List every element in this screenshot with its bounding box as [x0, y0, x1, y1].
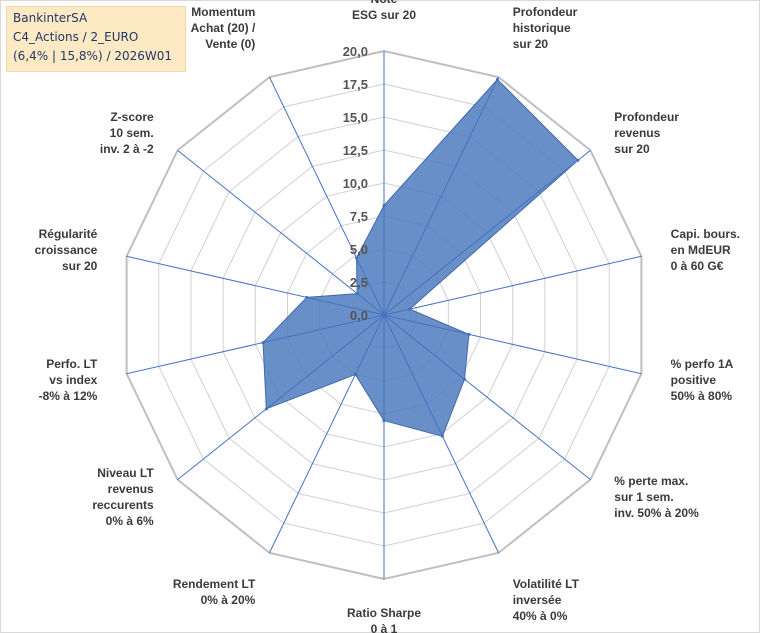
axis-spoke	[383, 314, 499, 554]
axis-label-line: Rendement LT	[173, 577, 256, 591]
tick-label: 10,0	[343, 176, 368, 191]
axis-label-line: 0% à 6%	[106, 514, 154, 528]
axis-label-line: Volatilité LT	[513, 577, 580, 591]
axis-label-line: -8% à 12%	[39, 389, 98, 403]
axis-spoke	[177, 150, 385, 316]
axis-label-line: reccurents	[92, 498, 154, 512]
axis-label-line: positive	[671, 373, 717, 387]
tick-label: 17,5	[343, 77, 368, 92]
axis-label: Perfo. LT vs index -8% à 12%	[39, 357, 98, 403]
axis-label-line: Vente (0)	[205, 37, 255, 51]
chart-title-box: BankinterSA C4_Actions / 2_EURO (6,4% | …	[6, 6, 186, 72]
title-period: (6,4% | 15,8%) / 2026W01	[13, 49, 172, 63]
series-area	[262, 78, 579, 437]
axis-label-line: sur 1 sem.	[614, 490, 673, 504]
tick-label: 2,5	[350, 275, 368, 290]
axis-label: Niveau LT revenus reccurents 0% à 6%	[92, 466, 154, 528]
title-company: BankinterSA	[13, 11, 88, 25]
axis-label-line: Profondeur	[513, 5, 578, 19]
axis-label: Profondeur historique sur 20	[513, 5, 578, 51]
tick-labels: 0,0 2,5 5,0 7,5 10,0 12,5 15,0 17,5 20,0	[343, 44, 368, 323]
tick-label: 20,0	[343, 44, 368, 59]
axis-label-line: % perfo 1A	[671, 357, 734, 371]
tick-label: 12,5	[343, 143, 368, 158]
axis-label-line: 10 sem.	[110, 126, 154, 140]
axis-label-line: inv. 50% à 20%	[614, 506, 699, 520]
axis-label-line: ESG sur 20	[352, 8, 416, 22]
axis-spoke	[269, 314, 385, 554]
axis-label-line: en MdEUR	[671, 243, 731, 257]
axis-label-line: Achat (20) /	[191, 21, 256, 35]
axis-label-line: Capi. bours.	[671, 227, 740, 241]
axis-spoke	[383, 76, 499, 316]
axis-label-line: inversée	[513, 593, 562, 607]
axis-label-line: sur 20	[513, 37, 549, 51]
axis-label-line: vs index	[49, 373, 97, 387]
axis-label-line: sur 20	[62, 259, 98, 273]
axis-label-line: Profondeur	[614, 110, 679, 124]
axis-spoke	[383, 255, 642, 316]
axis-spoke	[177, 314, 385, 480]
axis-label-line: Note	[371, 0, 398, 6]
axis-label-line: croissance	[35, 243, 98, 257]
axis-label: Z-score 10 sem. inv. 2 à -2	[100, 110, 154, 156]
axis-label: Capi. bours. en MdEUR 0 à 60 G€	[671, 227, 740, 273]
axis-label-line: % perte max.	[614, 474, 688, 488]
axis-label-line: Ratio Sharpe	[347, 606, 421, 620]
axis-spoke	[269, 76, 385, 316]
axis-label: Ratio Sharpe 0 à 1	[347, 606, 421, 633]
axis-label-line: inv. 2 à -2	[100, 142, 154, 156]
axis-label: Profondeur revenus sur 20	[614, 110, 679, 156]
axis-label-line: Perfo. LT	[46, 357, 98, 371]
axis-labels: Note ESG sur 20 Profondeur historique sur 20…	[35, 0, 740, 633]
axis-spoke	[126, 314, 385, 375]
axis-label-line: Régularité	[39, 227, 98, 241]
axis-label: % perte max. sur 1 sem. inv. 50% à 20%	[614, 474, 699, 520]
axis-label-line: historique	[513, 21, 571, 35]
axis-label-line: 0 à 1	[371, 622, 398, 633]
tick-label: 5,0	[350, 242, 368, 257]
axis-label-line: revenus	[108, 482, 154, 496]
axis-label-line: Z-score	[110, 110, 154, 124]
tick-label: 7,5	[350, 209, 368, 224]
axis-label-line: 0% à 20%	[201, 593, 256, 607]
title-category: C4_Actions / 2_EURO	[13, 30, 139, 44]
axis-label: Régularité croissance sur 20	[35, 227, 98, 273]
axis-label: Note ESG sur 20	[352, 0, 416, 22]
axis-label: Rendement LT 0% à 20%	[173, 577, 256, 607]
axis-label-line: Niveau LT	[97, 466, 154, 480]
axis-label-line: sur 20	[614, 142, 650, 156]
tick-label: 15,0	[343, 110, 368, 125]
axis-spoke	[383, 150, 591, 316]
axis-label: % perfo 1A positive 50% à 80%	[671, 357, 734, 403]
axis-spoke	[383, 314, 591, 480]
axis-label: Volatilité LT inversée 40% à 0%	[513, 577, 580, 623]
tick-label: 0,0	[350, 308, 368, 323]
axis-label: Momentum Achat (20) / Vente (0)	[191, 5, 256, 51]
spoke-layer	[126, 51, 642, 579]
series-layer	[261, 78, 580, 438]
axis-label-line: revenus	[614, 126, 660, 140]
axis-label-line: 0 à 60 G€	[671, 259, 724, 273]
axis-spoke	[126, 255, 385, 316]
axis-label-line: 50% à 80%	[671, 389, 733, 403]
axis-spoke	[383, 314, 642, 375]
axis-label-line: 40% à 0%	[513, 609, 568, 623]
axis-label-line: Momentum	[191, 5, 255, 19]
